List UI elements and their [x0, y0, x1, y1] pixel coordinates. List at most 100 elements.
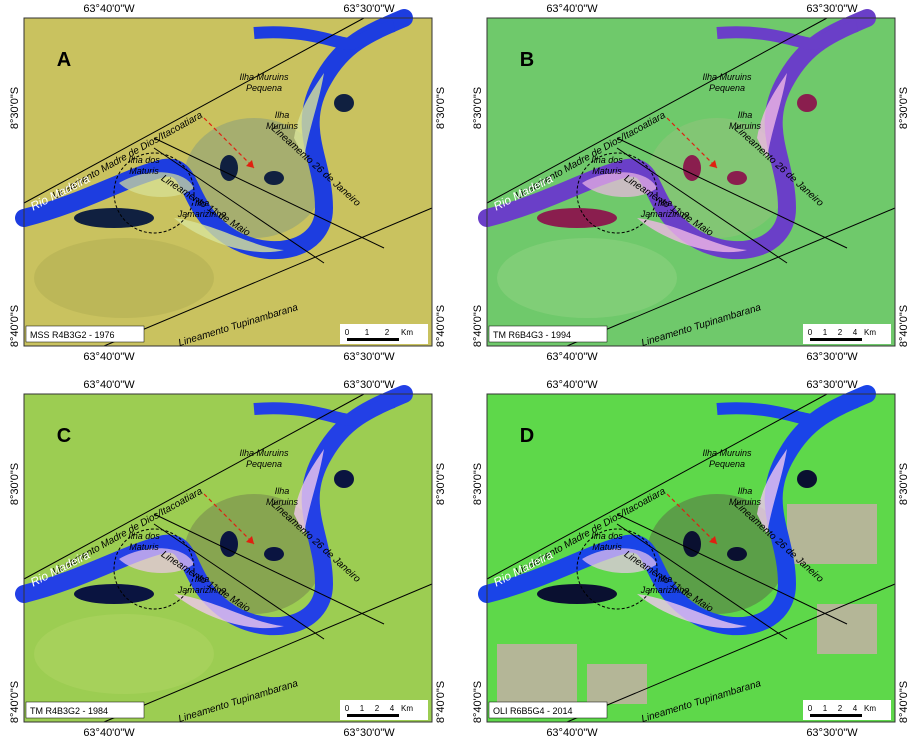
- lake: [74, 208, 154, 228]
- map-label: Ilha dos: [128, 531, 160, 541]
- scale-label: 2: [375, 704, 380, 713]
- map-label: Ilha dos: [591, 531, 623, 541]
- longitude-label: 63°30'0"W: [806, 3, 858, 15]
- caption-box: [488, 325, 608, 343]
- lake: [220, 155, 238, 181]
- map-label: Maturis: [129, 166, 159, 176]
- clearing: [497, 644, 577, 704]
- paleo-channel: [647, 494, 787, 614]
- map-label: Maturis: [592, 166, 622, 176]
- panel-letter: A: [57, 49, 71, 71]
- lineament: [153, 523, 325, 640]
- scale-label: 0: [345, 704, 350, 713]
- map-label: Jamarizinho: [640, 585, 690, 595]
- migration-arrow: [203, 493, 255, 545]
- latitude-label: 8°30'0"S: [435, 87, 447, 129]
- scale-label: 1: [365, 328, 370, 337]
- scale-label: 0: [345, 328, 350, 337]
- map-label: Pequena: [709, 83, 745, 93]
- lineament: [566, 207, 896, 347]
- scale-label: 2: [838, 328, 843, 337]
- lineament: [616, 147, 788, 264]
- map-label: Ilha: [738, 110, 753, 120]
- texture: [34, 238, 214, 318]
- lake: [334, 470, 354, 488]
- lake: [334, 94, 354, 112]
- longitude-label: 63°40'0"W: [83, 379, 135, 391]
- latitude-label: 8°40'0"S: [898, 305, 910, 347]
- map-label: Ilha Muruins: [702, 72, 752, 82]
- island: [582, 172, 657, 198]
- island: [294, 449, 324, 534]
- map-panel: Lineamento Madre de Dios/Itacoatiara Line…: [15, 9, 433, 349]
- caption-box: [488, 701, 608, 719]
- map-label: Ilha Muruins: [239, 72, 289, 82]
- map-label: Ilha: [738, 486, 753, 496]
- lake: [683, 155, 701, 181]
- lineament: [566, 583, 896, 723]
- scale-label: 2: [385, 328, 390, 337]
- scale-bar: [810, 338, 862, 341]
- river-channel: [716, 20, 859, 50]
- map-label: Jamarizinho: [177, 585, 227, 595]
- longitude-label: 63°40'0"W: [83, 351, 135, 363]
- scale-bar: [810, 714, 862, 717]
- dashed-circle: [576, 528, 658, 610]
- map-panel: Lineamento Madre de Dios/Itacoatiara Line…: [478, 9, 896, 349]
- map-panel: Lineamento Madre de Dios/Itacoatiara Line…: [15, 385, 433, 725]
- dashed-circle: [113, 152, 195, 234]
- lineament: [23, 393, 365, 580]
- lineament: [486, 393, 828, 580]
- island: [119, 172, 194, 198]
- panel-letter: B: [520, 49, 534, 71]
- scale-label: 1: [823, 704, 828, 713]
- latitude-label: 8°30'0"S: [9, 87, 21, 129]
- paleo-channel: [184, 118, 324, 238]
- lineament: [616, 523, 788, 640]
- clearing: [587, 664, 647, 704]
- lake: [683, 531, 701, 557]
- latitude-label: 8°40'0"S: [898, 681, 910, 723]
- scale-label: 4: [853, 704, 858, 713]
- panel-border: [23, 393, 433, 723]
- lineament: [486, 17, 828, 204]
- lineament: [616, 513, 848, 625]
- lake: [727, 171, 747, 185]
- river-channel: [253, 20, 396, 50]
- panel-letter: D: [520, 425, 534, 447]
- scale-label: 0: [808, 704, 813, 713]
- longitude-label: 63°40'0"W: [546, 727, 598, 739]
- map-label: Maturis: [592, 542, 622, 552]
- island: [582, 548, 657, 574]
- island: [637, 594, 747, 629]
- scale-label: 1: [360, 704, 365, 713]
- scale-label: Km: [401, 328, 413, 337]
- map-label: Maturis: [129, 542, 159, 552]
- scale-label: 4: [853, 328, 858, 337]
- lake: [220, 531, 238, 557]
- latitude-label: 8°40'0"S: [472, 305, 484, 347]
- map-label: Pequena: [246, 459, 282, 469]
- map-label: Ilha: [658, 198, 673, 208]
- paleo-channel: [647, 118, 787, 238]
- caption: MSS R4B3G2 - 1976: [30, 330, 115, 340]
- longitude-label: 63°30'0"W: [806, 379, 858, 391]
- caption: OLI R6B5G4 - 2014: [493, 706, 573, 716]
- lake: [797, 94, 817, 112]
- river-channel: [253, 396, 396, 426]
- panel-letter: C: [57, 425, 71, 447]
- migration-arrow: [203, 117, 255, 169]
- lineament: [103, 583, 433, 723]
- map-label: Ilha: [195, 198, 210, 208]
- latitude-label: 8°40'0"S: [9, 681, 21, 723]
- map-label: Pequena: [246, 83, 282, 93]
- latitude-label: 8°30'0"S: [9, 463, 21, 505]
- map-label: Ilha dos: [591, 155, 623, 165]
- map-label: Muruins: [266, 497, 299, 507]
- latitude-label: 8°30'0"S: [435, 463, 447, 505]
- longitude-label: 63°30'0"W: [343, 3, 395, 15]
- map-label: Ilha: [658, 574, 673, 584]
- latitude-label: 8°30'0"S: [472, 463, 484, 505]
- lake: [537, 208, 617, 228]
- scale-label: 1: [823, 328, 828, 337]
